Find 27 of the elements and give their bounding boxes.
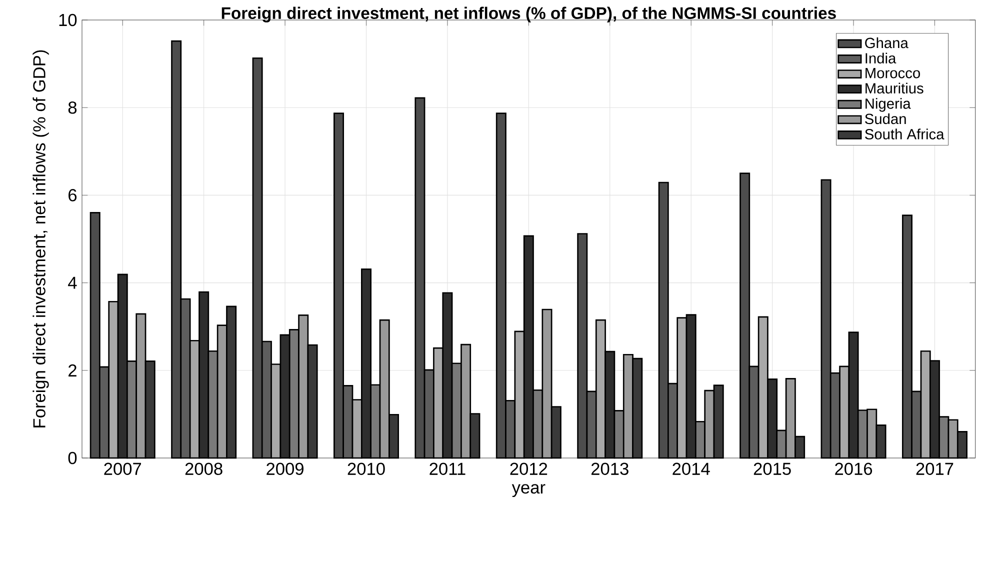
y-tick-label: 6 [68,189,77,202]
chart-title: Foreign direct investment, net inflows (% of GDP), of the NGMMS-SI countries [222,6,836,22]
x-tick-label: 2015 [754,462,791,475]
y-tick-label: 2 [68,364,76,376]
legend-label: South Africa [865,128,944,140]
legend-label: India [866,52,896,64]
x-tick-label: 2016 [835,462,872,475]
x-tick-label: 2008 [185,462,222,475]
legend-label: Mauritius [866,82,924,94]
legend-label: Nigeria [866,98,911,112]
x-tick-label: 2009 [266,462,304,475]
y-tick-label: 4 [68,276,77,289]
x-tick-label: 2011 [430,462,466,475]
x-tick-label: 2017 [916,462,954,475]
x-tick-label: 2010 [348,462,385,475]
x-tick-label: 2014 [672,462,710,475]
y-axis-title: Foreign direct investment, net inflows (% of GDP) [32,50,49,428]
x-axis-title: year [512,484,546,498]
legend-label: Morocco [866,68,920,78]
legend-label: Sudan [865,113,906,124]
x-tick-label: 2013 [591,462,628,475]
y-tick-label: 0 [68,452,77,464]
y-tick-label: 10 [59,14,77,26]
x-tick-label: 2012 [510,462,548,475]
y-tick-label: 8 [68,101,77,114]
x-tick-label: 2007 [104,462,142,475]
legend-label: Ghana [865,37,908,48]
